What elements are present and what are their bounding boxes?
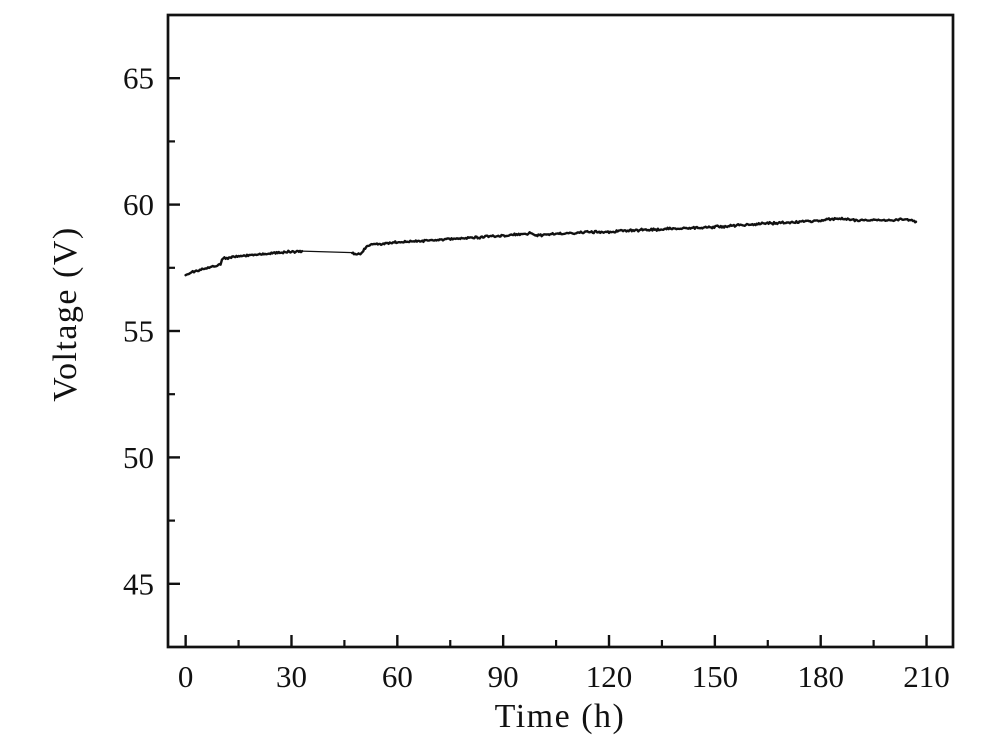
data-line-thin <box>302 250 353 254</box>
x-tick-label: 60 <box>382 659 413 694</box>
y-tick-label: 65 <box>123 61 154 96</box>
x-axis-title: Time (h) <box>495 698 626 735</box>
y-axis-title: Voltage (V) <box>47 226 84 401</box>
x-tick-label: 210 <box>903 659 950 694</box>
x-tick-label: 0 <box>178 659 194 694</box>
data-line-noisy <box>351 216 918 256</box>
plot-frame <box>166 13 955 649</box>
x-tick-label: 90 <box>488 659 519 694</box>
y-tick-label: 60 <box>123 187 154 222</box>
x-tick-label: 120 <box>586 659 633 694</box>
x-tick-label: 150 <box>692 659 739 694</box>
x-tick-label: 30 <box>276 659 307 694</box>
y-tick-label: 55 <box>123 314 154 349</box>
x-tick-label: 180 <box>797 659 844 694</box>
data-line-noisy <box>184 249 304 277</box>
y-tick-label: 45 <box>123 566 154 601</box>
y-tick-label: 50 <box>123 440 154 475</box>
